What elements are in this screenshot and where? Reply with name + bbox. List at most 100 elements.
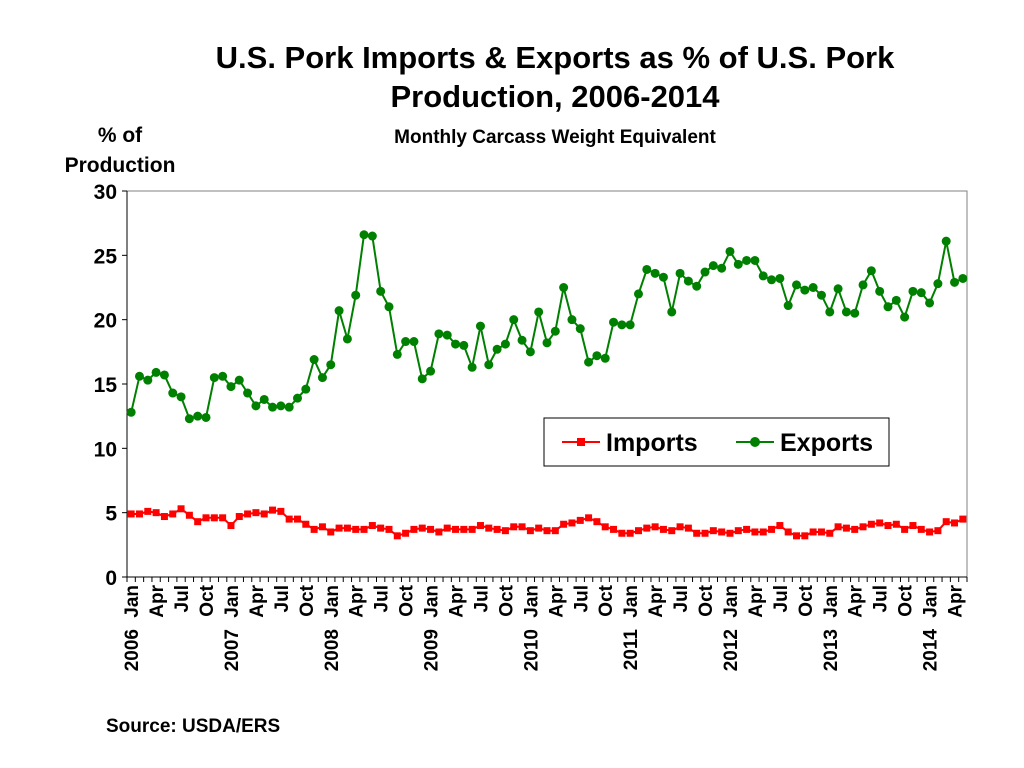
exports-point [359, 230, 369, 240]
imports-point [684, 524, 692, 532]
imports-point [144, 507, 152, 515]
imports-point [235, 513, 243, 521]
imports-point [285, 515, 293, 523]
imports-point [360, 525, 368, 533]
exports-point [309, 355, 319, 365]
exports-point [434, 329, 444, 339]
x-year-label: 2006 [122, 629, 143, 671]
imports-point [668, 527, 676, 535]
imports-point [751, 528, 759, 536]
x-tick-label: Apr [846, 584, 867, 617]
imports-point [759, 528, 767, 536]
exports-point [700, 267, 710, 277]
exports-point [218, 371, 228, 381]
exports-point [584, 357, 594, 367]
imports-point [743, 525, 751, 533]
exports-point [351, 290, 361, 300]
imports-point [460, 525, 468, 533]
imports-point [551, 527, 559, 535]
imports-point [634, 527, 642, 535]
imports-point [601, 523, 609, 531]
imports-point [926, 528, 934, 536]
exports-point [600, 353, 610, 363]
exports-point [933, 279, 943, 289]
imports-point [842, 524, 850, 532]
x-tick-label: Jul [172, 585, 193, 612]
exports-point [292, 393, 302, 403]
exports-point [367, 231, 377, 241]
exports-point [958, 273, 968, 283]
x-tick-label: Jul [771, 585, 792, 612]
imports-point [452, 525, 460, 533]
exports-point [209, 373, 219, 383]
imports-point [310, 525, 318, 533]
exports-point [559, 283, 569, 292]
imports-point [177, 505, 185, 513]
x-tick-label: Oct [696, 584, 717, 616]
x-year-label: 2012 [721, 629, 742, 671]
legend-imports-marker [577, 438, 585, 446]
exports-point [841, 307, 851, 317]
exports-point [284, 402, 294, 412]
x-tick-label: Jul [871, 585, 892, 612]
y-axis-label: % of Production [64, 124, 176, 177]
imports-point [585, 514, 593, 522]
exports-point [126, 407, 136, 417]
imports-point [942, 518, 950, 526]
imports-point [377, 524, 385, 532]
exports-line [130, 233, 964, 420]
imports-point [135, 510, 143, 518]
imports-point [726, 529, 734, 537]
exports-point [384, 302, 394, 312]
imports-point [859, 523, 867, 531]
exports-point [467, 362, 477, 372]
x-year-label: 2014 [921, 629, 942, 672]
x-tick-label: Jul [471, 585, 492, 612]
imports-point [626, 529, 634, 537]
x-tick-label: Apr [447, 584, 468, 617]
imports-point [718, 528, 726, 536]
legend-exports-label: Exports [780, 429, 873, 457]
x-tick-label: Apr [646, 584, 667, 617]
exports-point [134, 371, 144, 381]
exports-point [883, 302, 893, 312]
x-tick-label: Jul [671, 585, 692, 612]
exports-point [301, 384, 311, 394]
x-year-label: 2011 [621, 629, 642, 671]
imports-point [368, 522, 376, 530]
x-year-label: 2013 [821, 629, 842, 671]
exports-point [625, 320, 635, 330]
imports-point [543, 527, 551, 535]
imports-point [343, 524, 351, 532]
imports-point [892, 520, 900, 528]
imports-point [526, 527, 534, 535]
imports-point [793, 532, 801, 540]
exports-point [792, 280, 802, 290]
exports-point [143, 375, 153, 385]
x-tick-label: Jan [521, 585, 542, 618]
imports-point [676, 523, 684, 531]
imports-point [327, 528, 335, 536]
imports-point [194, 518, 202, 526]
imports-point [784, 528, 792, 536]
x-tick-label: Oct [397, 584, 418, 616]
imports-point [219, 514, 227, 522]
imports-point [277, 507, 285, 515]
exports-point [475, 321, 485, 331]
exports-point [650, 268, 660, 278]
imports-point [427, 525, 435, 533]
exports-point [442, 330, 452, 340]
exports-point [866, 266, 876, 276]
imports-point [393, 532, 401, 540]
exports-point [193, 411, 203, 421]
exports-point [916, 288, 926, 298]
exports-point [451, 339, 461, 349]
imports-point [152, 509, 160, 517]
imports-point [160, 513, 168, 521]
imports-point [851, 525, 859, 533]
x-tick-label: Apr [147, 584, 168, 617]
exports-point [459, 340, 469, 350]
imports-point [560, 520, 568, 528]
imports-point [826, 529, 834, 537]
imports-point [701, 529, 709, 537]
